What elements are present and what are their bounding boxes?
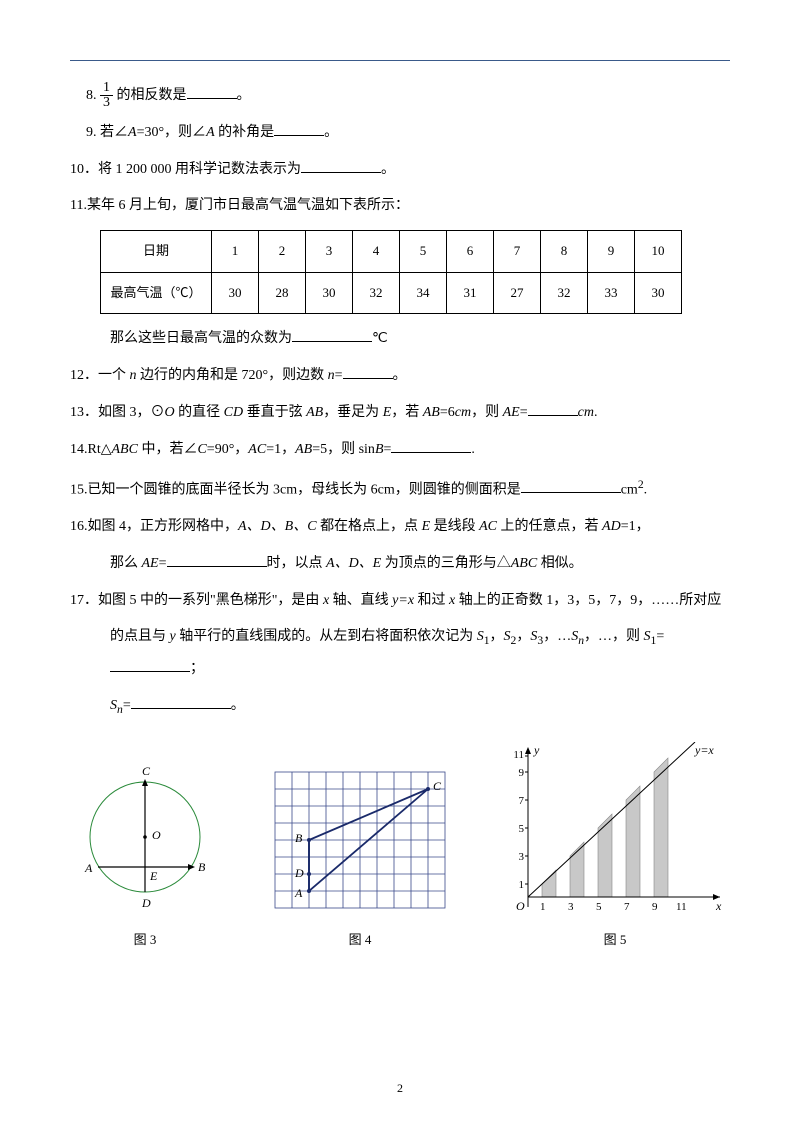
temperature-table: 日期 12345678910 最高气温（℃） 30283032343127323… bbox=[100, 230, 682, 314]
fig3-arrow-b bbox=[188, 864, 195, 870]
svg-text:y: y bbox=[533, 743, 540, 757]
svg-text:1: 1 bbox=[519, 879, 525, 891]
svg-text:3: 3 bbox=[568, 901, 574, 913]
question-11: 11.某年 6 月上旬，厦门市日最高气温气温如下表所示： bbox=[70, 191, 730, 222]
q12-blank bbox=[343, 364, 393, 379]
svg-text:E: E bbox=[149, 869, 158, 883]
question-17b: 的点且与 y 轴平行的直线围成的。从左到右将面积依次记为 S1，S2，S3，…S… bbox=[110, 622, 730, 684]
figure-4: A D B C 图 4 bbox=[265, 762, 455, 955]
q17b-blank bbox=[110, 657, 190, 672]
q8-blank bbox=[187, 84, 237, 99]
page-number: 2 bbox=[70, 1075, 730, 1101]
svg-text:11: 11 bbox=[676, 901, 687, 913]
svg-text:x: x bbox=[715, 899, 722, 913]
svg-text:9: 9 bbox=[519, 767, 525, 779]
q9-num: 9. bbox=[86, 125, 97, 140]
question-13: 13．如图 3，⊙O 的直径 CD 垂直于弦 AB，垂足为 E，若 AB=6cm… bbox=[70, 398, 730, 429]
svg-text:C: C bbox=[142, 764, 151, 778]
q14-blank bbox=[391, 438, 471, 453]
figure-5: 1 3 5 7 9 11 1 3 5 7 9 11 y x O y=x bbox=[500, 742, 730, 955]
fig4-label: 图 4 bbox=[265, 926, 455, 955]
fig5-label: 图 5 bbox=[500, 926, 730, 955]
figures-row: C O A B E D 图 3 A D B C 图 4 bbox=[70, 742, 730, 955]
svg-text:D: D bbox=[141, 896, 151, 910]
svg-text:5: 5 bbox=[519, 823, 525, 835]
svg-text:A: A bbox=[294, 886, 303, 900]
top-rule bbox=[70, 60, 730, 61]
svg-text:7: 7 bbox=[519, 795, 525, 807]
svg-text:3: 3 bbox=[519, 851, 525, 863]
question-8: 8. 13 的相反数是。 bbox=[86, 81, 730, 112]
fig4-svg: A D B C bbox=[265, 762, 455, 922]
figure-3: C O A B E D 图 3 bbox=[70, 757, 220, 955]
svg-text:1: 1 bbox=[540, 901, 546, 913]
q10-blank bbox=[301, 158, 381, 173]
fig3-label: 图 3 bbox=[70, 926, 220, 955]
question-12: 12．一个 n 边行的内角和是 720°，则边数 n=。 bbox=[70, 361, 730, 392]
svg-text:9: 9 bbox=[652, 901, 658, 913]
row2-label: 最高气温（℃） bbox=[101, 272, 212, 314]
svg-text:A: A bbox=[84, 861, 93, 875]
question-11b: 那么这些日最高气温的众数为℃ bbox=[110, 324, 730, 355]
question-17: 17．如图 5 中的一系列"黑色梯形"，是由 x 轴、直线 y=x 和过 x 轴… bbox=[70, 586, 730, 617]
svg-text:O: O bbox=[152, 828, 161, 842]
svg-text:7: 7 bbox=[624, 901, 630, 913]
q8-fraction: 13 bbox=[100, 81, 113, 110]
svg-text:y=x: y=x bbox=[694, 743, 714, 757]
q11-num: 11. bbox=[70, 198, 87, 213]
q13-blank bbox=[528, 401, 578, 416]
svg-text:O: O bbox=[516, 899, 525, 913]
question-9: 9. 若∠A=30°，则∠A 的补角是。 bbox=[86, 118, 730, 149]
q11b-blank bbox=[292, 327, 372, 342]
q17c-blank bbox=[131, 694, 231, 709]
fig5-trapezoids bbox=[542, 758, 668, 897]
q15-blank bbox=[521, 478, 621, 493]
question-16: 16.如图 4，正方形网格中，A、D、B、C 都在格点上，点 E 是线段 AC … bbox=[70, 512, 730, 543]
question-15: 15.已知一个圆锥的底面半径长为 3cm，母线长为 6cm，则圆锥的侧面积是cm… bbox=[70, 472, 730, 506]
fig5-yticks: 1 3 5 7 9 11 bbox=[513, 749, 524, 891]
svg-text:D: D bbox=[294, 866, 304, 880]
q9-blank bbox=[274, 121, 324, 136]
svg-text:C: C bbox=[433, 779, 442, 793]
question-14: 14.Rt△ABC 中，若∠C=90°，AC=1，AB=5，则 sinB=. bbox=[70, 435, 730, 466]
question-16b: 那么 AE=时，以点 A、D、E 为顶点的三角形与△ABC 相似。 bbox=[110, 549, 730, 580]
q8-text: 的相反数是 bbox=[117, 88, 187, 103]
table-row-temp: 最高气温（℃） 30283032343127323330 bbox=[101, 272, 682, 314]
q16b-blank bbox=[167, 552, 267, 567]
svg-text:5: 5 bbox=[596, 901, 602, 913]
fig5-svg: 1 3 5 7 9 11 1 3 5 7 9 11 y x O y=x bbox=[500, 742, 730, 922]
svg-text:B: B bbox=[295, 831, 303, 845]
table-row-date: 日期 12345678910 bbox=[101, 231, 682, 273]
fig3-svg: C O A B E D bbox=[70, 757, 220, 922]
row1-label: 日期 bbox=[101, 231, 212, 273]
question-10: 10．将 1 200 000 用科学记数法表示为。 bbox=[70, 155, 730, 186]
q8-num: 8. bbox=[86, 88, 97, 103]
q10-num: 10． bbox=[70, 162, 98, 177]
fig5-xticks: 1 3 5 7 9 11 bbox=[540, 901, 687, 913]
question-17c: Sn=。 bbox=[110, 691, 730, 722]
svg-text:B: B bbox=[198, 860, 206, 874]
svg-text:11: 11 bbox=[513, 749, 524, 761]
